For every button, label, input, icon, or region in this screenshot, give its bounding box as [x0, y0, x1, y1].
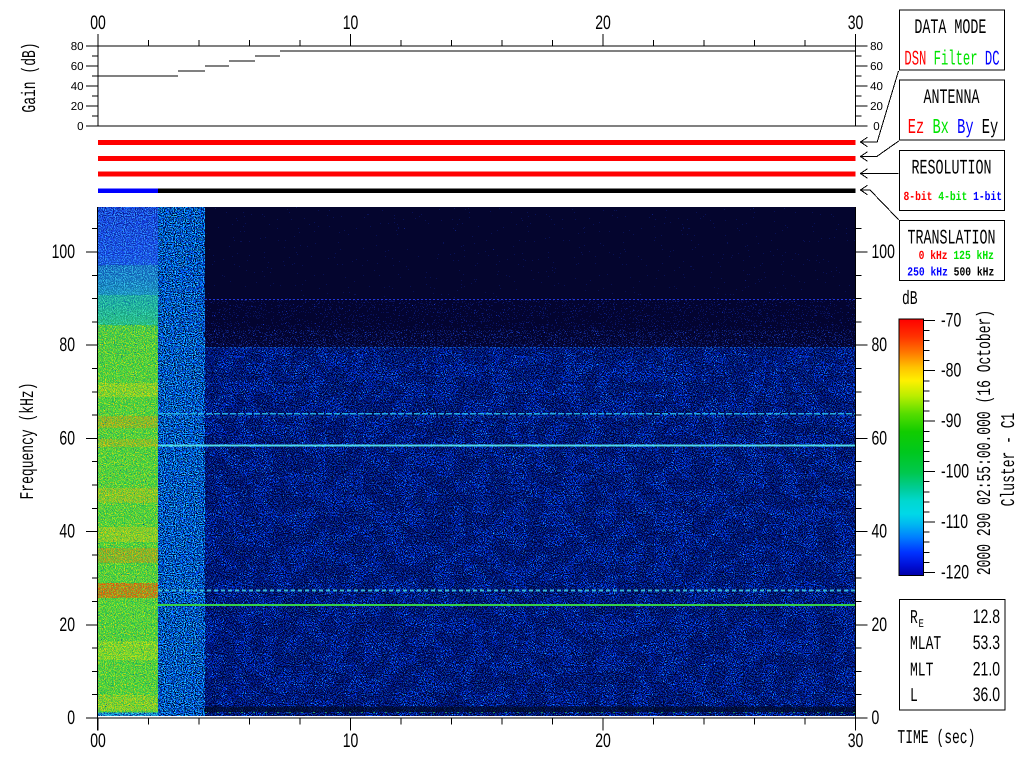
svg-text:MLT: MLT — [910, 659, 934, 682]
svg-text:60: 60 — [59, 426, 75, 448]
svg-text:0: 0 — [67, 706, 75, 728]
svg-text:40: 40 — [872, 519, 888, 541]
svg-text:40: 40 — [870, 81, 883, 93]
svg-text:0 kHz 125 kHz: 0 kHz 125 kHz — [919, 249, 995, 263]
svg-text:20: 20 — [59, 613, 75, 635]
svg-text:100: 100 — [872, 240, 896, 262]
svg-text:-70: -70 — [941, 308, 961, 330]
svg-text:-80: -80 — [941, 359, 961, 381]
svg-text:TIME (sec): TIME (sec) — [897, 727, 975, 750]
svg-text:L: L — [910, 685, 918, 708]
svg-text:20: 20 — [595, 11, 611, 33]
svg-text:80: 80 — [71, 41, 84, 53]
svg-text:53.3: 53.3 — [973, 631, 1000, 653]
svg-text:0: 0 — [77, 121, 83, 133]
svg-text:10: 10 — [343, 11, 359, 33]
svg-text:DATA MODE: DATA MODE — [914, 18, 986, 41]
svg-text:20: 20 — [872, 613, 888, 635]
svg-text:30: 30 — [848, 11, 864, 33]
svg-text:10: 10 — [343, 729, 359, 751]
svg-text:0: 0 — [872, 706, 880, 728]
svg-text:60: 60 — [872, 426, 888, 448]
svg-text:36.0: 36.0 — [973, 683, 1000, 705]
svg-text:60: 60 — [71, 61, 84, 73]
svg-text:dB: dB — [902, 288, 918, 311]
svg-text:DSN Filter DC: DSN Filter DC — [904, 48, 999, 72]
svg-text:E: E — [919, 618, 924, 631]
svg-text:80: 80 — [59, 333, 75, 355]
svg-text:Ez Bx By Ey: Ez Bx By Ey — [908, 118, 998, 141]
svg-text:-90: -90 — [941, 409, 961, 431]
svg-text:-120: -120 — [941, 560, 969, 582]
svg-text:R: R — [910, 607, 918, 630]
svg-text:TRANSLATION: TRANSLATION — [908, 228, 996, 251]
svg-text:80: 80 — [872, 333, 888, 355]
svg-text:20: 20 — [870, 101, 883, 113]
svg-text:80: 80 — [870, 41, 883, 53]
svg-text:-110: -110 — [941, 510, 968, 532]
svg-text:12.8: 12.8 — [973, 605, 1000, 627]
svg-text:250 kHz 500 kHz: 250 kHz 500 kHz — [907, 265, 994, 279]
svg-text:RESOLUTION: RESOLUTION — [912, 158, 992, 181]
svg-text:Cluster - C1: Cluster - C1 — [998, 412, 1021, 506]
svg-text:40: 40 — [59, 519, 75, 541]
svg-text:100: 100 — [52, 240, 76, 262]
svg-text:20: 20 — [595, 729, 611, 751]
svg-text:30: 30 — [848, 729, 864, 751]
svg-text:ANTENNA: ANTENNA — [924, 88, 980, 111]
svg-text:40: 40 — [71, 81, 84, 93]
svg-text:20: 20 — [71, 101, 84, 113]
svg-text:0: 0 — [873, 121, 879, 133]
svg-text:00: 00 — [90, 11, 106, 33]
svg-text:60: 60 — [870, 61, 883, 73]
svg-text:Gain (dB): Gain (dB) — [19, 42, 42, 112]
svg-text:2000 290 02:55:00.000 (16 Octo: 2000 290 02:55:00.000 (16 October) — [974, 310, 997, 575]
svg-text:00: 00 — [90, 729, 106, 751]
svg-text:MLAT: MLAT — [910, 633, 941, 656]
svg-text:8-bit 4-bit 1-bit: 8-bit 4-bit 1-bit — [904, 190, 1003, 204]
svg-text:Frequency (kHz): Frequency (kHz) — [17, 382, 40, 499]
svg-text:21.0: 21.0 — [973, 657, 1000, 679]
svg-text:-100: -100 — [941, 459, 969, 481]
